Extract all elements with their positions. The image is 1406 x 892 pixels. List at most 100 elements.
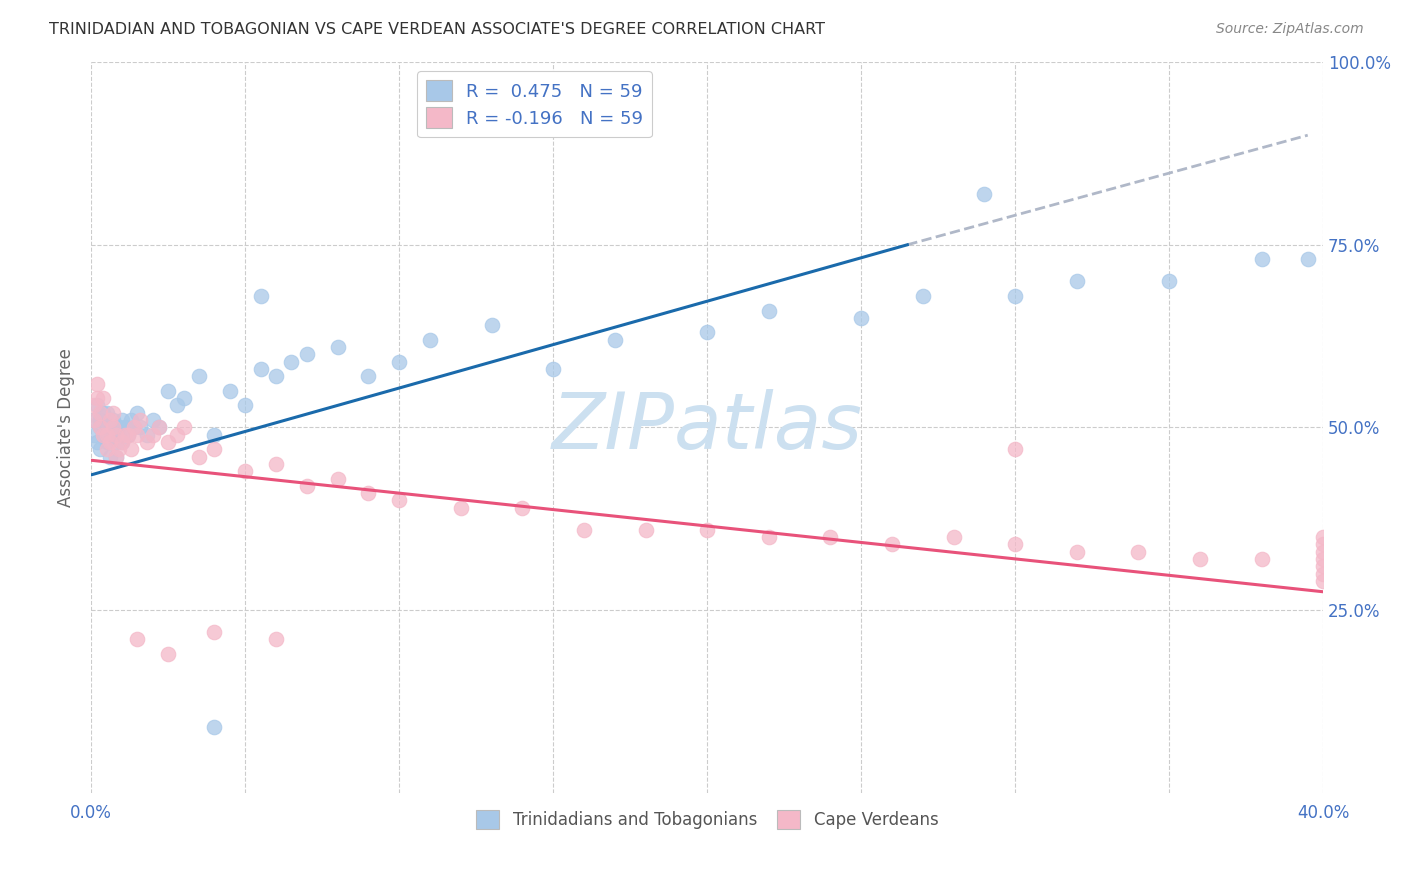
Point bbox=[104, 450, 127, 464]
Point bbox=[135, 435, 157, 450]
Point bbox=[1004, 537, 1026, 551]
Point bbox=[83, 413, 105, 427]
Point bbox=[295, 479, 318, 493]
Point bbox=[1066, 274, 1088, 288]
Point bbox=[218, 384, 240, 398]
Point bbox=[93, 391, 115, 405]
Point bbox=[1312, 552, 1334, 566]
Point bbox=[202, 720, 225, 734]
Point bbox=[93, 427, 115, 442]
Point bbox=[108, 442, 131, 457]
Point bbox=[96, 420, 118, 434]
Point bbox=[86, 435, 108, 450]
Point bbox=[129, 413, 152, 427]
Point bbox=[89, 420, 111, 434]
Point bbox=[1312, 566, 1334, 581]
Point bbox=[101, 420, 124, 434]
Point bbox=[512, 500, 534, 515]
Point bbox=[93, 427, 115, 442]
Point bbox=[111, 413, 134, 427]
Point bbox=[120, 442, 142, 457]
Point bbox=[108, 420, 131, 434]
Point bbox=[202, 624, 225, 639]
Point bbox=[388, 493, 411, 508]
Point bbox=[166, 427, 188, 442]
Point bbox=[249, 289, 271, 303]
Point bbox=[93, 406, 115, 420]
Point bbox=[98, 450, 121, 464]
Point bbox=[104, 435, 127, 450]
Point bbox=[111, 435, 134, 450]
Point bbox=[419, 333, 441, 347]
Point bbox=[166, 399, 188, 413]
Point bbox=[120, 413, 142, 427]
Point bbox=[758, 530, 780, 544]
Point bbox=[849, 310, 872, 325]
Point bbox=[357, 486, 380, 500]
Point bbox=[1312, 544, 1334, 558]
Point bbox=[942, 530, 965, 544]
Point bbox=[142, 413, 165, 427]
Point bbox=[911, 289, 934, 303]
Point bbox=[127, 632, 149, 647]
Text: Source: ZipAtlas.com: Source: ZipAtlas.com bbox=[1216, 22, 1364, 37]
Point bbox=[326, 471, 349, 485]
Point bbox=[122, 420, 145, 434]
Point bbox=[264, 632, 287, 647]
Point bbox=[450, 500, 472, 515]
Point bbox=[96, 406, 118, 420]
Point bbox=[117, 427, 139, 442]
Point bbox=[86, 376, 108, 391]
Text: ZIPatlas: ZIPatlas bbox=[551, 390, 863, 466]
Point bbox=[98, 427, 121, 442]
Point bbox=[114, 427, 136, 442]
Point bbox=[1066, 544, 1088, 558]
Point bbox=[326, 340, 349, 354]
Point bbox=[104, 450, 127, 464]
Point bbox=[295, 347, 318, 361]
Point bbox=[98, 435, 121, 450]
Point bbox=[264, 369, 287, 384]
Point bbox=[1128, 544, 1150, 558]
Point bbox=[1312, 537, 1334, 551]
Point bbox=[388, 354, 411, 368]
Point bbox=[357, 369, 380, 384]
Point bbox=[1312, 559, 1334, 574]
Point bbox=[157, 647, 180, 661]
Point bbox=[1188, 552, 1211, 566]
Point bbox=[1312, 574, 1334, 588]
Point bbox=[108, 427, 131, 442]
Point bbox=[157, 435, 180, 450]
Point bbox=[96, 442, 118, 457]
Point bbox=[188, 369, 211, 384]
Point bbox=[127, 427, 149, 442]
Point bbox=[280, 354, 302, 368]
Point bbox=[122, 420, 145, 434]
Point bbox=[541, 362, 564, 376]
Legend: Trinidadians and Tobagonians, Cape Verdeans: Trinidadians and Tobagonians, Cape Verde… bbox=[470, 803, 945, 836]
Point bbox=[157, 384, 180, 398]
Point bbox=[135, 427, 157, 442]
Point bbox=[89, 420, 111, 434]
Point bbox=[634, 523, 657, 537]
Point bbox=[264, 457, 287, 471]
Point bbox=[98, 413, 121, 427]
Point bbox=[89, 413, 111, 427]
Point bbox=[148, 420, 170, 434]
Point bbox=[202, 442, 225, 457]
Text: TRINIDADIAN AND TOBAGONIAN VS CAPE VERDEAN ASSOCIATE'S DEGREE CORRELATION CHART: TRINIDADIAN AND TOBAGONIAN VS CAPE VERDE… bbox=[49, 22, 825, 37]
Point bbox=[127, 406, 149, 420]
Point bbox=[83, 427, 105, 442]
Point bbox=[696, 326, 718, 340]
Point bbox=[481, 318, 503, 332]
Point bbox=[1250, 552, 1272, 566]
Point bbox=[603, 333, 626, 347]
Point bbox=[233, 399, 256, 413]
Point bbox=[1312, 530, 1334, 544]
Point bbox=[1004, 289, 1026, 303]
Point bbox=[1159, 274, 1181, 288]
Point bbox=[96, 435, 118, 450]
Point bbox=[83, 399, 105, 413]
Point bbox=[111, 435, 134, 450]
Point bbox=[1296, 252, 1319, 267]
